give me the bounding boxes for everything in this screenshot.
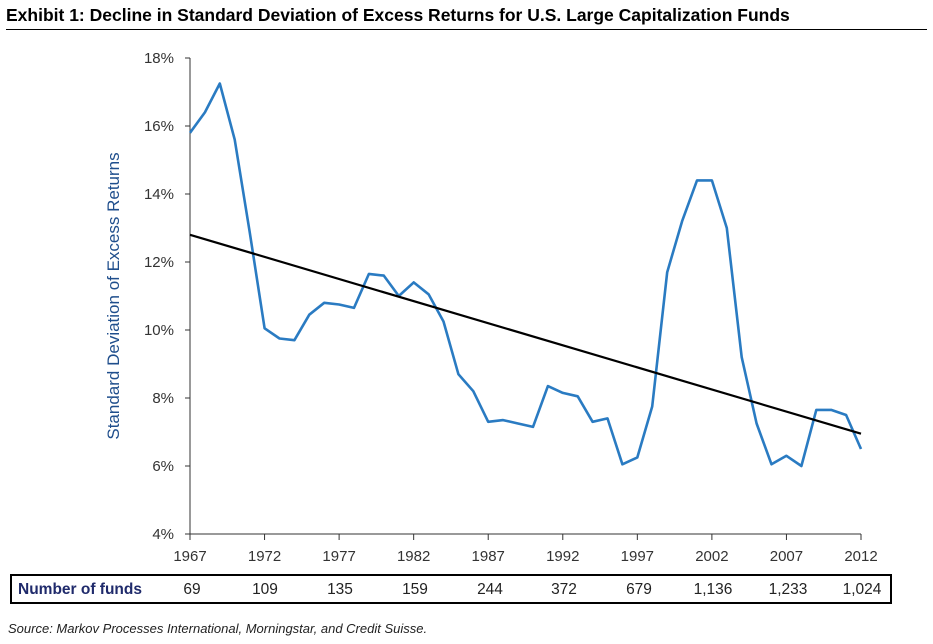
funds-count: 679 [626,581,652,598]
x-tick-label: 1972 [248,548,281,565]
funds-count: 244 [477,581,503,598]
funds-count: 1,136 [693,581,733,598]
source-note: Source: Markov Processes International, … [8,621,428,636]
y-tick-label: 12% [144,254,174,271]
y-tick-label: 4% [152,526,174,543]
trend-line [189,233,862,435]
x-tick-label: 2007 [770,548,803,565]
x-tick-label: 1977 [322,548,355,565]
y-tick-label: 8% [152,390,174,407]
funds-count: 159 [402,581,428,598]
chart-axes [185,57,862,540]
funds-count: 109 [252,581,278,598]
excess-return-std-line [188,82,863,468]
x-tick-label: 2002 [695,548,728,565]
funds-count: 135 [327,581,353,598]
y-tick-label: 6% [152,458,174,475]
funds-count: 69 [183,581,201,598]
x-tick-label: 1992 [546,548,579,565]
x-tick-label: 1982 [397,548,430,565]
title-rule [6,29,927,30]
x-tick-label: 2012 [844,548,877,565]
x-tick-label: 1987 [472,548,505,565]
funds-count: 372 [551,581,577,598]
y-tick-label: 18% [144,50,174,67]
x-tick-label: 1967 [173,548,206,565]
y-tick-label: 14% [144,186,174,203]
y-axis-label: Standard Deviation of Excess Returns [104,152,123,439]
series-group [188,82,863,468]
funds-table [10,574,892,604]
line-chart: 4%6%8%10%12%14%16%18% 1967 1972 1977 1982 19… [104,50,878,565]
chart-title: Exhibit 1: Decline in Standard Deviation… [6,5,790,25]
x-tick-labels: 1967 1972 1977 1982 1987 1992 1997 2002 2007 2012 [173,548,877,565]
funds-count: 1,024 [842,581,882,598]
funds-table-label: Number of funds [18,581,142,598]
y-tick-label: 16% [144,118,174,135]
y-tick-label: 10% [144,322,174,339]
funds-count: 1,233 [768,581,808,598]
y-tick-labels: 4% 6% 8% 10% 12% 14% 16% 18% [144,50,174,543]
x-tick-label: 1997 [621,548,654,565]
